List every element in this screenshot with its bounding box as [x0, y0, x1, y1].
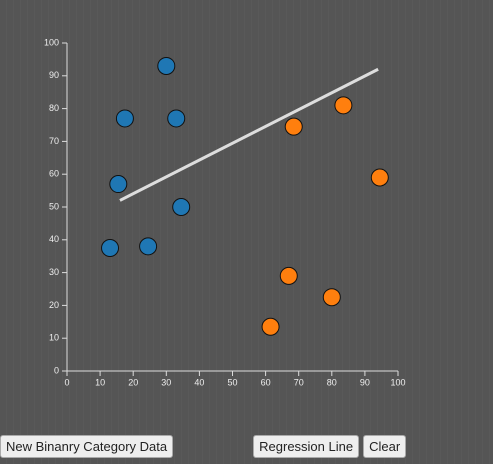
y-tick-label: 30	[49, 267, 59, 277]
point	[334, 96, 353, 115]
point	[109, 175, 128, 194]
y-tick-label: 50	[49, 201, 59, 211]
point	[279, 266, 298, 285]
point	[115, 109, 134, 128]
x-tick-label: 80	[327, 377, 337, 387]
point	[157, 56, 176, 75]
x-tick-label: 70	[294, 377, 304, 387]
x-tick-label: 10	[95, 377, 105, 387]
y-tick-label: 20	[49, 300, 59, 310]
point	[261, 317, 280, 336]
point	[139, 237, 158, 256]
point	[172, 198, 191, 216]
x-tick-label: 100	[390, 377, 405, 387]
point	[284, 117, 303, 136]
point	[101, 239, 120, 257]
x-tick-label: 30	[161, 377, 171, 387]
x-tick-label: 20	[128, 377, 138, 387]
chart: 0 10 20 30 40 50 60 70 80 90 100 0 10 20 30 40 50 60 70 80 9…	[44, 37, 406, 387]
point	[322, 288, 341, 307]
regression-button[interactable]: Regression Line	[253, 435, 360, 458]
x-tick-label: 0	[64, 377, 69, 387]
x-tick-label: 90	[360, 377, 370, 387]
regression-line	[119, 67, 379, 202]
y-tick-label: 10	[49, 333, 59, 343]
y-tick-label: 100	[44, 37, 59, 47]
y-tick-label: 60	[49, 169, 59, 179]
y-tick-label: 0	[54, 365, 59, 375]
toolbar: New Binanry Category Data Regression Lin…	[0, 435, 407, 458]
y-tick-label: 80	[49, 103, 59, 113]
clear-button[interactable]: Clear	[363, 435, 407, 458]
point	[167, 109, 186, 128]
y-tick-label: 70	[49, 136, 59, 146]
y-tick-label: 40	[49, 234, 59, 244]
x-tick-label: 40	[194, 377, 204, 387]
new-data-button[interactable]: New Binanry Category Data	[0, 435, 174, 458]
point	[370, 168, 389, 187]
y-tick-label: 90	[49, 70, 59, 80]
x-tick-label: 50	[227, 377, 237, 387]
x-tick-label: 60	[261, 377, 271, 387]
